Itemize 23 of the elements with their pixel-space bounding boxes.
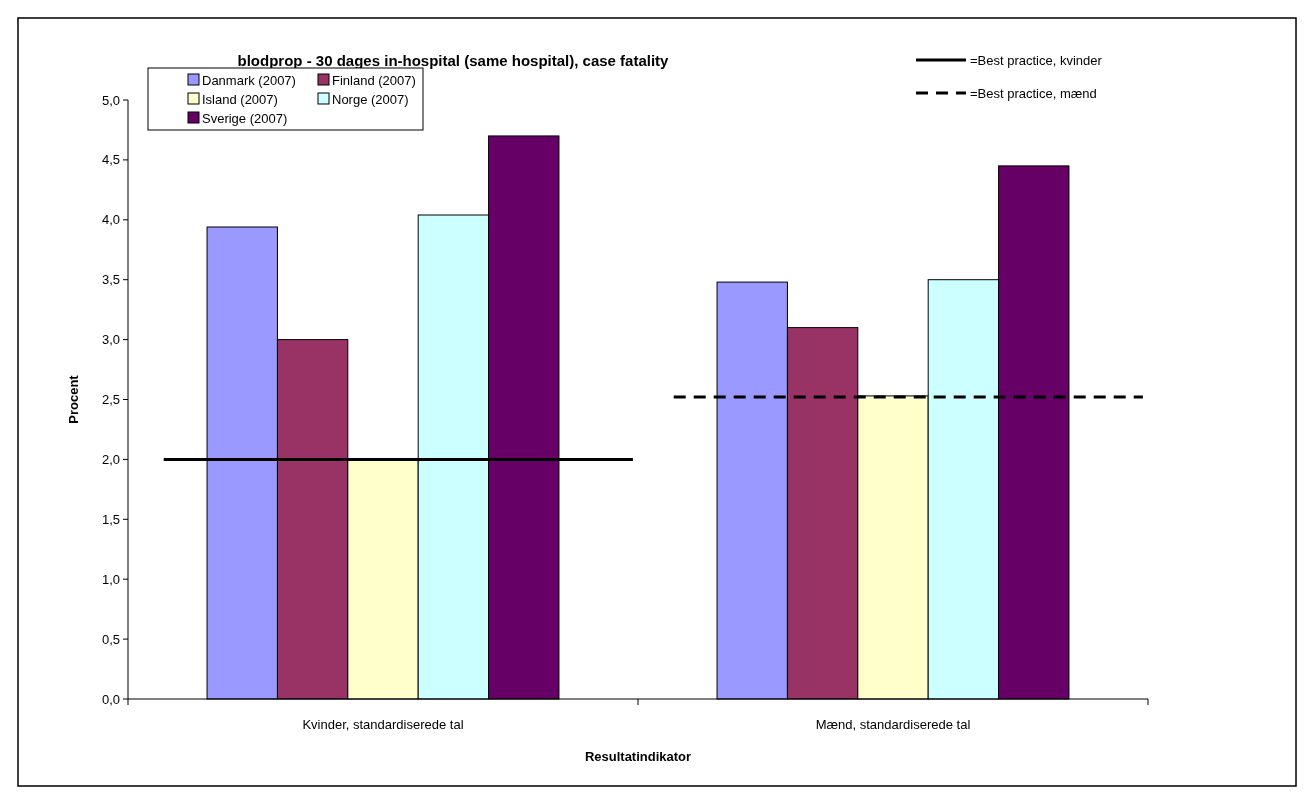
x-tick-label: Kvinder, standardiserede tal bbox=[302, 717, 464, 732]
y-axis-title: Procent bbox=[66, 374, 81, 424]
y-tick-label: 3,5 bbox=[101, 272, 120, 288]
y-tick-label: 0,0 bbox=[101, 691, 120, 707]
y-tick-label: 4,5 bbox=[101, 152, 120, 168]
y-tick-label: 1,0 bbox=[101, 571, 120, 587]
x-axis-title: Resultatindikator bbox=[584, 749, 692, 764]
y-tick-label: 2,5 bbox=[101, 392, 120, 408]
legend-label: =Best practice, kvinder bbox=[970, 52, 1103, 68]
y-tick-label: 4,0 bbox=[101, 212, 120, 228]
y-tick-label: 0,5 bbox=[101, 631, 120, 647]
legend-label: Danmark (2007) bbox=[202, 72, 296, 88]
y-tick-label: 2,0 bbox=[101, 451, 120, 467]
chart-title: blodprop - 30 dages in-hospital (same hospital), case fatality bbox=[237, 52, 670, 69]
legend-label: Island (2007) bbox=[202, 91, 278, 107]
x-tick-label: Mænd, standardiserede tal bbox=[815, 717, 971, 732]
legend-label: Finland (2007) bbox=[332, 72, 416, 88]
y-tick-label: 5,0 bbox=[101, 92, 120, 108]
legend-label: Sverige (2007) bbox=[202, 110, 288, 126]
legend-label: =Best practice, mænd bbox=[970, 85, 1097, 101]
legend-label: Norge (2007) bbox=[332, 91, 409, 107]
y-tick-label: 3,0 bbox=[101, 332, 120, 348]
y-tick-label: 1,5 bbox=[101, 511, 120, 527]
